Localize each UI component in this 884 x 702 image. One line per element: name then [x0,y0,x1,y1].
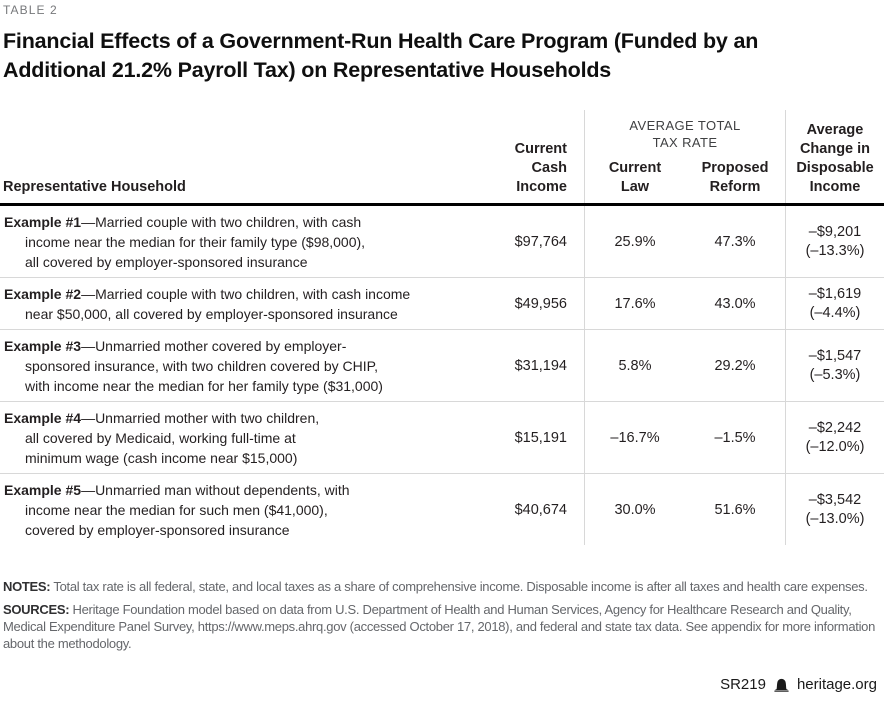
household-description-text: —Married couple with two children, with … [25,214,366,270]
table-row: Example #1—Married couple with two child… [0,206,884,278]
cell-current-law-rate: 17.6% [584,278,685,329]
cell-average-change: –$1,619 (–4.4%) [785,278,884,329]
report-id: SR219 [720,676,766,693]
cell-average-change: –$9,201 (–13.3%) [785,206,884,277]
household-description: Example #1—Married couple with two child… [0,206,470,277]
household-description: Example #3—Unmarried mother covered by e… [0,330,470,401]
household-description-text: —Unmarried man without dependents, with … [25,482,350,538]
tax-rate-subheaders: Current Law Proposed Reform [585,159,785,203]
table-row: Example #2—Married couple with two child… [0,278,884,330]
table-row: Example #5—Unmarried man without depende… [0,474,884,545]
site-text: heritage.org [796,676,877,693]
household-description-text: —Unmarried mother with two children, all… [25,410,320,466]
cell-current-law-rate: 30.0% [584,474,685,545]
household-description-text: —Married couple with two children, with … [25,286,411,322]
footnotes: NOTES: Total tax rate is all federal, st… [0,578,884,652]
notes-text: Total tax rate is all federal, state, an… [53,579,868,594]
cell-current-cash-income: $31,194 [514,357,567,374]
cell-proposed-reform-rate: 43.0% [714,295,756,312]
notes-paragraph: NOTES: Total tax rate is all federal, st… [3,578,880,595]
cell-current-cash-income: $15,191 [514,429,567,446]
example-label: Example #3 [4,338,82,354]
cell-average-change: –$1,547 (–5.3%) [785,330,884,401]
sources-paragraph: SOURCES: Heritage Foundation model based… [3,601,880,652]
example-label: Example #5 [4,482,82,498]
col-group-average-total-tax-rate: AVERAGE TOTAL TAX RATE Current Law Propo… [584,110,785,203]
table-row: Example #3—Unmarried mother covered by e… [0,330,884,402]
cell-current-cash-income: $49,956 [514,295,567,312]
household-description-text: —Unmarried mother covered by employer- s… [25,338,383,394]
example-label: Example #4 [4,410,82,426]
cell-proposed-reform-rate: 47.3% [714,233,756,250]
table-row: Example #4—Unmarried mother with two chi… [0,402,884,474]
sources-label: SOURCES: [3,602,70,617]
table-title: Financial Effects of a Government-Run He… [3,29,759,82]
household-description: Example #2—Married couple with two child… [0,278,470,329]
sources-text: Heritage Foundation model based on data … [3,602,876,651]
example-label: Example #2 [4,286,82,302]
table-header-row: Representative Household Current Cash In… [0,110,884,206]
group-header-average-total-tax-rate: AVERAGE TOTAL TAX RATE [629,118,741,150]
col-header-representative-household: Representative Household [3,179,186,195]
cell-current-law-rate: 5.8% [584,330,685,401]
cell-current-cash-income: $40,674 [514,501,567,518]
table-number-label: TABLE 2 [3,3,58,17]
col-header-proposed-reform: Proposed Reform [701,160,769,195]
page-footer: SR219 heritage.org [0,676,884,693]
household-description: Example #5—Unmarried man without depende… [0,474,470,545]
cell-average-change: –$2,242 (–12.0%) [785,402,884,473]
cell-proposed-reform-rate: 29.2% [714,357,756,374]
cell-current-law-rate: 25.9% [584,206,685,277]
col-header-current-cash-income: Current Cash Income [514,141,567,195]
cell-proposed-reform-rate: 51.6% [714,501,756,518]
liberty-bell-icon [773,677,790,692]
col-header-average-change-disposable-income: Average Change in Disposable Income [785,110,884,203]
cell-proposed-reform-rate: –1.5% [714,429,756,446]
households-table: Representative Household Current Cash In… [0,110,884,545]
col-header-current-law: Current Law [608,160,662,195]
cell-average-change: –$3,542 (–13.0%) [785,474,884,545]
cell-current-cash-income: $97,764 [514,233,567,250]
example-label: Example #1 [4,214,82,230]
household-description: Example #4—Unmarried mother with two chi… [0,402,470,473]
cell-current-law-rate: –16.7% [584,402,685,473]
notes-label: NOTES: [3,579,51,594]
